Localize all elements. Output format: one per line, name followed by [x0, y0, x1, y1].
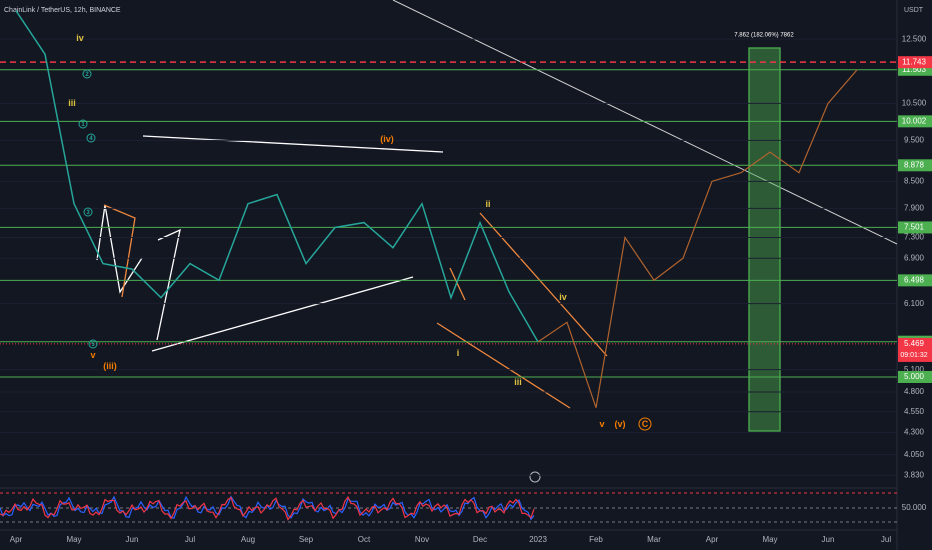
wave-label: 2	[85, 72, 89, 78]
x-tick-label: Apr	[10, 535, 23, 544]
wave-label: iv	[559, 292, 567, 302]
x-tick-label: Aug	[241, 535, 255, 544]
wave-label: (iii)	[103, 361, 117, 371]
channel-line	[103, 204, 136, 298]
wave-label: (iv)	[380, 134, 394, 144]
x-tick-label: May	[66, 535, 81, 544]
trend-line	[96, 204, 143, 294]
y-tick-label: 4.550	[904, 407, 925, 416]
drawings	[96, 0, 898, 432]
wave-label: v	[90, 350, 95, 360]
x-tick-label: Sep	[299, 535, 314, 544]
annotation-circle	[83, 207, 93, 217]
oscillator-line	[0, 495, 535, 521]
x-tick-label: Nov	[415, 535, 429, 544]
price-line	[15, 10, 539, 343]
level-label: 11.503	[902, 65, 926, 74]
wave-label: 1	[81, 122, 85, 128]
level-label-box	[898, 115, 932, 128]
resistance-label-box	[898, 56, 932, 69]
price-line	[537, 69, 858, 408]
x-tick-label: Jul	[185, 535, 195, 544]
wave-label: iv	[76, 33, 84, 43]
resistance-label: 11.743	[902, 57, 926, 66]
channel-line	[449, 267, 466, 301]
symbol-title: ChainLink / TetherUS, 12h, BINANCE	[4, 7, 121, 14]
channel-line	[436, 322, 571, 409]
level-label-box	[898, 221, 932, 234]
y-tick-label: 6.100	[904, 299, 925, 308]
wave-label: (v)	[615, 419, 626, 429]
level-label: 7.501	[904, 223, 925, 232]
y-tick-label: 5.100	[904, 365, 925, 374]
y-tick-label: 3.830	[904, 470, 925, 479]
current-price-box	[898, 337, 932, 362]
wave-label: 4	[89, 136, 93, 142]
level-label-box	[898, 63, 932, 76]
level-label: 10.002	[902, 116, 927, 125]
x-tick-label: Jun	[822, 535, 835, 544]
countdown-label: 09:01:32	[900, 352, 927, 359]
y-tick-label: 9.500	[904, 135, 925, 144]
wave-label: v	[599, 419, 604, 429]
y-tick-label: 4.300	[904, 428, 925, 437]
x-tick-label: May	[762, 535, 777, 544]
wave-label: 3	[86, 210, 90, 216]
target-box-label: 7.862 (182.06%) 7862	[734, 33, 794, 39]
y-tick-label: 8.500	[904, 176, 925, 185]
currency: USDT	[904, 7, 924, 14]
level-label-box	[898, 370, 932, 383]
trend-line	[392, 0, 898, 245]
level-label: 8.878	[904, 160, 925, 169]
annotation-circle	[78, 119, 88, 129]
wave-label: iii	[514, 377, 522, 387]
y-tick-label: 4.050	[904, 450, 925, 459]
x-tick-label: Feb	[589, 535, 603, 544]
x-tick-label: Apr	[706, 535, 719, 544]
annotation-circle	[82, 69, 92, 79]
y-tick-label: 7.900	[904, 203, 925, 212]
x-tick-label: 2023	[529, 535, 547, 544]
current-price-label: 5.469	[904, 339, 925, 348]
y-tick-label: 12.500	[902, 34, 927, 43]
level-label: 6.498	[904, 275, 925, 284]
level-label-box	[898, 159, 932, 172]
wave-label: i	[457, 348, 460, 358]
y-tick-label: 6.900	[904, 253, 925, 262]
level-label-box	[898, 274, 932, 287]
event-icon	[529, 471, 541, 483]
x-tick-label: Dec	[473, 535, 487, 544]
x-tick-label: Mar	[647, 535, 661, 544]
wave-label: iii	[68, 98, 76, 108]
y-tick-label: 10.500	[902, 99, 927, 108]
channel-line	[479, 212, 608, 357]
target-box	[748, 47, 781, 432]
osc-midline-label: 50.000	[902, 503, 927, 512]
wave-label: ii	[485, 199, 490, 209]
wave-label: C	[642, 419, 649, 429]
trend-line	[142, 135, 444, 153]
y-tick-label: 4.800	[904, 387, 925, 396]
x-tick-label: Oct	[358, 535, 371, 544]
annotation-circle	[88, 339, 98, 349]
trend-line	[151, 276, 414, 352]
annotation-circle	[638, 417, 652, 431]
wave-label: 5	[91, 342, 95, 348]
level-label: 5.000	[904, 372, 925, 381]
annotation-circle	[86, 133, 96, 143]
y-tick-label: 7.300	[904, 233, 925, 242]
x-tick-label: Jun	[126, 535, 139, 544]
x-tick-label: Jul	[881, 535, 891, 544]
